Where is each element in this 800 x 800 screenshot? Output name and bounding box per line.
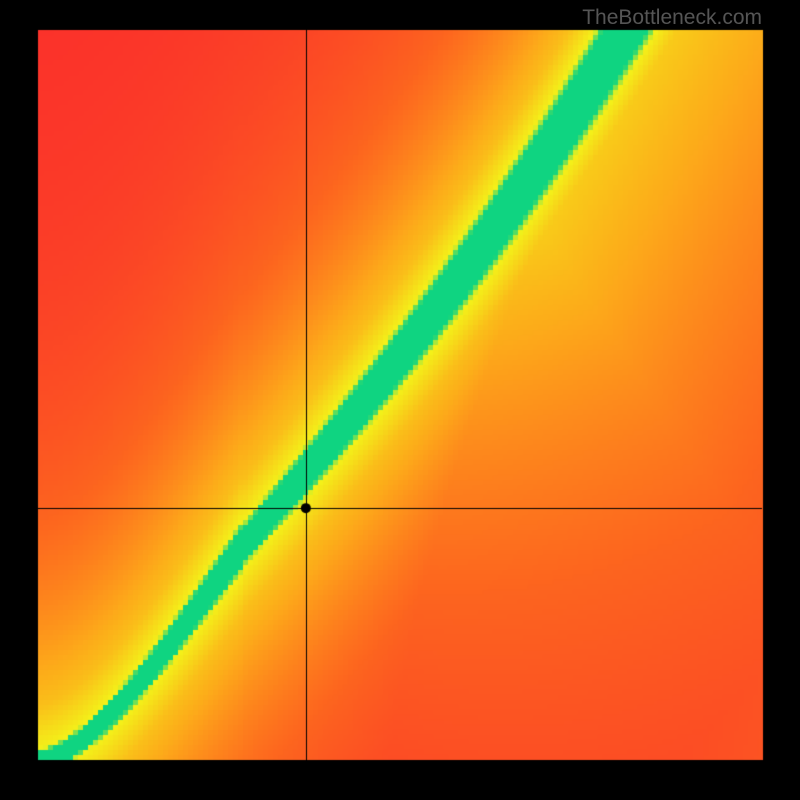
bottleneck-heatmap [0,0,800,800]
chart-container: TheBottleneck.com [0,0,800,800]
watermark-text: TheBottleneck.com [582,6,762,30]
